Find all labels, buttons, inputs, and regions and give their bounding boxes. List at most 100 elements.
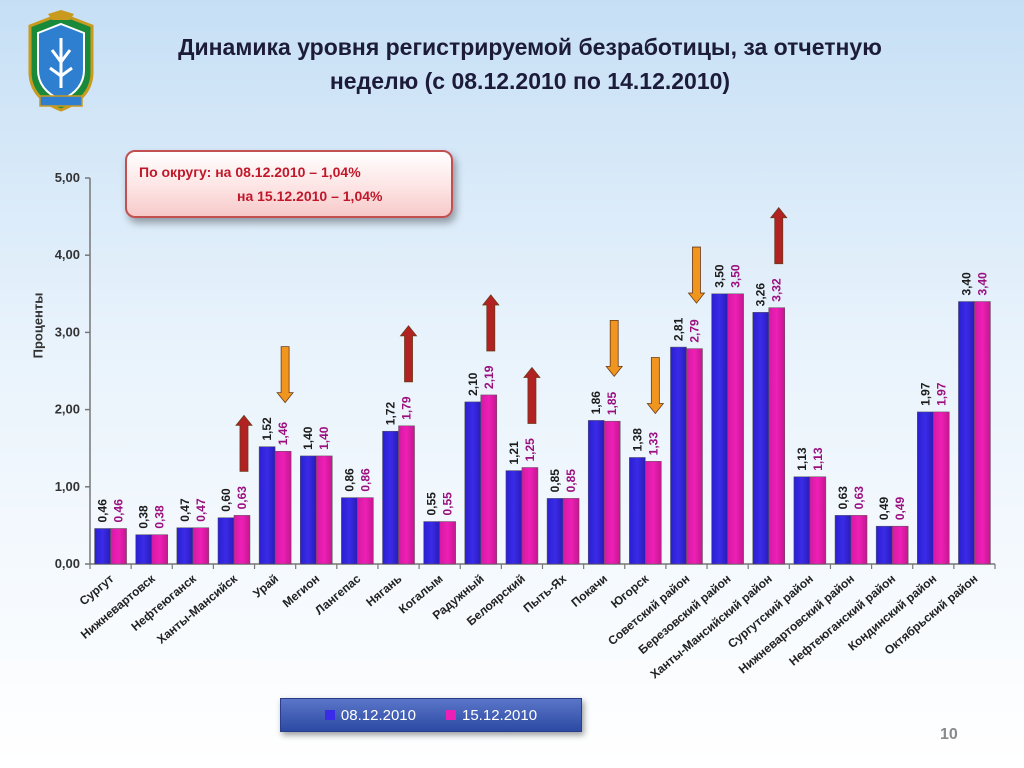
bar-series-1 <box>94 528 111 565</box>
data-label-series-1: 1,40 <box>301 426 315 450</box>
legend: 08.12.2010 15.12.2010 <box>280 698 582 732</box>
data-label-series-2: 1,33 <box>646 432 660 456</box>
bar-series-1 <box>752 312 769 565</box>
data-label-series-2: 0,49 <box>893 496 907 520</box>
data-label-series-1: 3,26 <box>754 283 768 307</box>
page-number: 10 <box>940 726 958 743</box>
callout-line-1: По округу: на 08.12.2010 – 1,04% <box>139 164 361 180</box>
data-label-series-2: 1,79 <box>400 396 414 420</box>
legend-item-series-1: 08.12.2010 <box>324 706 416 724</box>
data-label-series-1: 1,72 <box>384 402 398 426</box>
bar-series-2 <box>727 293 744 565</box>
bar-series-1 <box>217 517 235 565</box>
bar-series-2 <box>192 527 210 565</box>
arrow-up-icon <box>235 414 253 472</box>
y-tick-label: 2,00 <box>55 402 80 417</box>
x-category-label: Нижневартовск <box>78 571 159 642</box>
data-label-series-1: 0,86 <box>342 468 356 492</box>
legend-item-series-2: 15.12.2010 <box>446 707 537 724</box>
bar-series-2 <box>151 534 168 565</box>
data-label-series-1: 1,13 <box>795 447 809 471</box>
title-line-2: неделю (с 08.12.2010 по 14.12.2010) <box>329 68 731 94</box>
bar-series-2 <box>686 348 703 565</box>
data-label-series-2: 1,85 <box>605 391 619 415</box>
data-label-series-1: 1,86 <box>589 391 603 415</box>
bar-series-2 <box>110 528 127 565</box>
data-label-series-1: 1,97 <box>918 382 932 406</box>
x-category-label: Лангепас <box>312 571 363 617</box>
data-label-series-1: 1,21 <box>507 441 521 465</box>
bar-series-1 <box>629 457 646 565</box>
bar-series-2 <box>809 476 827 565</box>
data-label-series-2: 2,19 <box>482 365 496 389</box>
bar-series-2 <box>850 515 868 565</box>
data-label-series-1: 0,63 <box>836 486 850 510</box>
bar-series-1 <box>670 346 687 565</box>
legend-label-series-2: 15.12.2010 <box>462 706 538 724</box>
data-label-series-1: 3,50 <box>713 264 727 288</box>
bar-series-1 <box>875 525 893 565</box>
y-tick-label: 0,00 <box>55 556 80 571</box>
bar-series-1 <box>258 446 276 565</box>
bar-series-1 <box>958 301 975 565</box>
bar-series-1 <box>382 430 399 565</box>
chart-title: Динамика уровня регистрируемой безработи… <box>120 30 940 98</box>
data-label-series-2: 0,63 <box>852 486 866 510</box>
bar-series-2 <box>933 411 950 565</box>
bar-series-1 <box>341 497 358 565</box>
data-label-series-2: 1,46 <box>276 422 290 446</box>
y-tick-label: 5,00 <box>55 170 80 185</box>
data-label-series-1: 0,55 <box>425 492 439 516</box>
data-label-series-1: 0,49 <box>877 496 891 520</box>
data-label-series-2: 0,63 <box>235 486 249 510</box>
bar-series-1 <box>464 401 482 565</box>
data-label-series-1: 0,46 <box>96 499 110 523</box>
data-label-series-2: 3,50 <box>729 264 743 288</box>
arrow-down-icon <box>605 320 624 378</box>
bar-series-2 <box>439 521 456 565</box>
y-tick-label: 3,00 <box>55 324 80 339</box>
bar-series-2 <box>645 461 662 565</box>
data-label-series-2: 1,40 <box>317 426 331 450</box>
coat-of-arms-logo <box>28 10 94 112</box>
data-label-series-2: 0,47 <box>194 498 208 522</box>
data-label-series-1: 1,52 <box>260 417 274 441</box>
legend-label-series-1: 08.12.2010 <box>340 706 416 724</box>
bar-series-1 <box>587 420 605 565</box>
data-label-series-2: 1,25 <box>523 438 537 462</box>
data-label-series-1: 3,40 <box>959 272 973 296</box>
bar-series-2 <box>480 394 498 565</box>
data-label-series-1: 0,47 <box>178 498 192 522</box>
bar-series-2 <box>274 451 292 565</box>
callout-line-2: на 15.12.2010 – 1,04% <box>237 188 383 204</box>
data-label-series-1: 1,38 <box>630 428 644 452</box>
title-line-1: Динамика уровня регистрируемой безработи… <box>178 34 882 60</box>
arrow-up-icon <box>769 207 788 265</box>
arrow-up-icon <box>523 366 541 424</box>
data-label-series-2: 0,38 <box>153 505 167 529</box>
bar-series-1 <box>300 455 317 565</box>
data-label-series-1: 2,81 <box>671 317 685 341</box>
bar-series-2 <box>768 307 785 565</box>
legend-swatch-series-1 <box>324 710 335 720</box>
data-label-series-1: 0,85 <box>548 469 562 493</box>
bar-series-2 <box>398 425 415 565</box>
bar-series-2 <box>357 497 374 565</box>
data-label-series-2: 0,85 <box>564 469 578 493</box>
bar-series-2 <box>891 525 909 565</box>
data-label-series-1: 2,10 <box>466 372 480 396</box>
data-label-series-2: 0,55 <box>441 492 455 516</box>
legend-swatch-series-2 <box>446 710 456 720</box>
bar-series-2 <box>233 515 251 565</box>
bar-series-1 <box>917 411 934 565</box>
arrow-down-icon <box>646 357 665 415</box>
arrow-down-icon <box>276 346 294 404</box>
x-category-label: Урай <box>250 572 281 601</box>
bar-series-1 <box>793 476 811 565</box>
bar-series-2 <box>316 455 333 565</box>
bar-series-1 <box>834 515 852 565</box>
x-category-label: Пыть-Ях <box>521 571 570 615</box>
data-label-series-2: 3,40 <box>975 272 989 296</box>
district-summary-callout: По округу: на 08.12.2010 – 1,04% на 15.1… <box>125 150 453 218</box>
